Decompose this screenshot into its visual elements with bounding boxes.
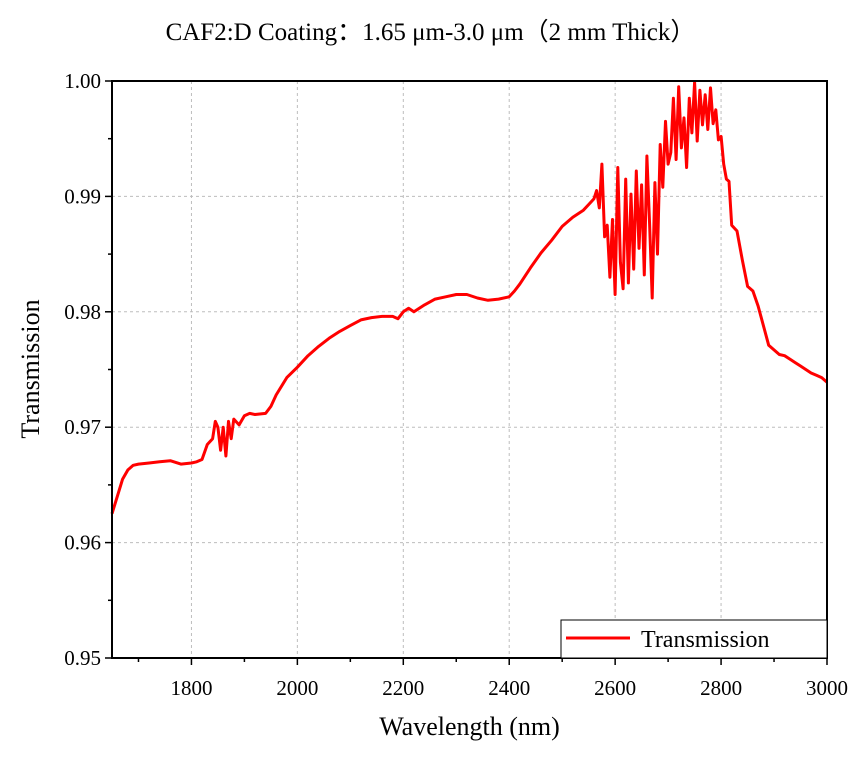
x-tick-label: 3000 (806, 676, 848, 700)
series-line-transmission (110, 80, 828, 515)
x-tick-label: 2200 (382, 676, 424, 700)
legend-label-transmission: Transmission (641, 627, 769, 653)
x-axis-label: Wavelength (nm) (379, 712, 560, 741)
plot-frame (111, 80, 828, 659)
x-tick-label: 2000 (276, 676, 318, 700)
x-tick-label: 2400 (488, 676, 530, 700)
x-tick-label: 2600 (594, 676, 636, 700)
y-tick-label: 0.99 (64, 184, 101, 208)
x-tick-label: 1800 (170, 676, 212, 700)
x-tick-label: 2800 (700, 676, 742, 700)
y-axis-label: Transmission (16, 299, 45, 439)
y-tick-label: 1.00 (64, 69, 101, 93)
y-tick-label: 0.95 (64, 646, 101, 670)
y-tick-label: 0.98 (64, 300, 101, 324)
chart-title: CAF2:D Coating：1.65 μm-3.0 μm（2 mm Thick… (165, 19, 696, 46)
y-tick-label: 0.97 (64, 415, 101, 439)
y-tick-label: 0.96 (64, 531, 101, 555)
legend-box (560, 619, 828, 659)
